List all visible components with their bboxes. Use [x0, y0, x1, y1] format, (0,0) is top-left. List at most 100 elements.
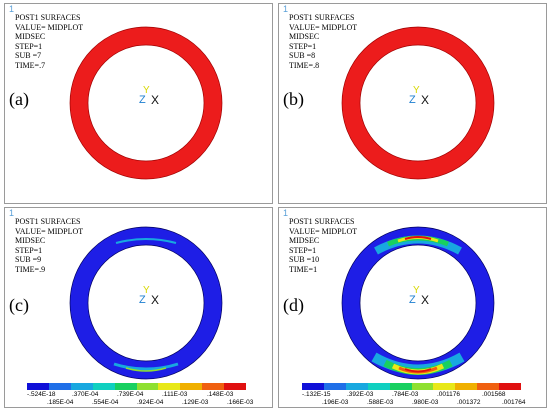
- legend-swatch: [202, 383, 225, 390]
- legend-swatch: [477, 383, 500, 390]
- plot-info: POST1 SURFACES VALUE= MIDPLOT MIDSEC STE…: [289, 13, 357, 71]
- caption-b: (b): [283, 89, 304, 109]
- legend-value: -.132E-15: [302, 391, 331, 398]
- legend-swatch: [389, 383, 412, 390]
- time-line: TIME=.8: [289, 60, 320, 70]
- triad-x-label: X: [151, 293, 159, 307]
- ring-a: [70, 27, 222, 179]
- contour-top-d: [374, 235, 462, 255]
- window-number: 1: [283, 208, 289, 218]
- legend-value: .001764: [502, 399, 526, 406]
- legend-value: .739E-04: [117, 391, 144, 398]
- legend-swatch: [158, 383, 181, 390]
- caption-a: (a): [9, 89, 29, 109]
- legend-swatch: [345, 383, 368, 390]
- sub-line: SUB =8: [289, 51, 316, 61]
- panel-d: Y Z X 1 POST1 SURFACES VALUE= MIDPLOT MI…: [278, 207, 547, 408]
- triad-z-label: Z: [139, 294, 146, 306]
- value-line: VALUE= MIDPLOT: [289, 226, 358, 236]
- time-line: TIME=1: [289, 264, 318, 274]
- ring-d: [342, 227, 494, 379]
- legend-value: -.524E-18: [27, 391, 56, 398]
- ring-plot-c: Y Z X: [69, 226, 223, 380]
- plot-title: POST1 SURFACES: [289, 13, 355, 22]
- caption-d: (d): [283, 295, 304, 315]
- value-line: VALUE= MIDPLOT: [289, 22, 358, 32]
- legend-value: .392E-03: [347, 391, 374, 398]
- panel-c: Y Z X 1 POST1 SURFACES VALUE= MIDPLOT MI…: [4, 207, 273, 408]
- legend-swatch: [302, 383, 324, 390]
- section-line: MIDSEC: [15, 236, 46, 246]
- step-line: STEP=1: [289, 245, 317, 255]
- step-line: STEP=1: [15, 245, 43, 255]
- panel-a: Y Z X 1 POST1 SURFACES VALUE= MIDPLOT MI…: [4, 3, 273, 204]
- triad-x-label: X: [421, 293, 429, 307]
- legend-value: .166E-03: [227, 399, 254, 406]
- legend-bar-c: [27, 383, 247, 390]
- triad-z-label: Z: [409, 294, 416, 306]
- legend-swatch: [411, 383, 434, 390]
- panel-b: Y Z X 1 POST1 SURFACES VALUE= MIDPLOT MI…: [278, 3, 547, 204]
- ring-plot-a: Y Z X: [69, 26, 223, 180]
- legend-value: .001176: [437, 391, 461, 398]
- triad-x-label: X: [151, 93, 159, 107]
- triad-a: Y Z X: [139, 85, 159, 107]
- plot-info: POST1 SURFACES VALUE= MIDPLOT MIDSEC STE…: [15, 13, 83, 71]
- legend-swatch: [367, 383, 390, 390]
- legend-value: .196E-03: [322, 399, 349, 406]
- time-line: TIME=.7: [15, 60, 46, 70]
- legend-value: .129E-03: [182, 399, 209, 406]
- value-line: VALUE= MIDPLOT: [15, 22, 84, 32]
- contour-bottom-c: [113, 362, 179, 371]
- step-line: STEP=1: [289, 41, 317, 51]
- legend-value: .185E-04: [47, 399, 74, 406]
- window-number: 1: [9, 208, 15, 218]
- legend-swatch: [70, 383, 93, 390]
- triad-z-label: Z: [139, 94, 146, 106]
- triad-b: Y Z X: [409, 85, 429, 107]
- legend-swatch: [48, 383, 71, 390]
- legend-swatch: [114, 383, 137, 390]
- time-line: TIME=.9: [15, 264, 46, 274]
- legend-swatch: [92, 383, 115, 390]
- section-line: MIDSEC: [15, 32, 46, 42]
- legend-swatch: [433, 383, 456, 390]
- plot-title: POST1 SURFACES: [289, 217, 355, 226]
- value-line: VALUE= MIDPLOT: [15, 226, 84, 236]
- triad-y-label: Y: [413, 285, 420, 296]
- plot-title: POST1 SURFACES: [15, 217, 81, 226]
- legend-swatch: [136, 383, 159, 390]
- contour-top-c: [115, 238, 177, 244]
- sub-line: SUB =9: [15, 255, 42, 265]
- plot-title: POST1 SURFACES: [15, 13, 81, 22]
- triad-y-label: Y: [143, 85, 150, 96]
- legend-value: .001568: [482, 391, 506, 398]
- legend-bar-d: [302, 383, 522, 390]
- legend-d: -.132E-15 .392E-03 .784E-03 .001176 .001…: [302, 383, 548, 410]
- ring-b: [342, 27, 494, 179]
- ring-plot-d: Y Z X: [341, 226, 495, 380]
- ring-plot-b: Y Z X: [341, 26, 495, 180]
- legend-swatch: [323, 383, 346, 390]
- legend-value: .001372: [457, 399, 481, 406]
- legend-swatch: [27, 383, 49, 390]
- window-number: 1: [283, 4, 289, 14]
- section-line: MIDSEC: [289, 32, 320, 42]
- legend-value: .924E-04: [137, 399, 164, 406]
- triad-c: Y Z X: [139, 285, 159, 307]
- sub-line: SUB =7: [15, 51, 42, 61]
- legend-value: .370E-04: [72, 391, 99, 398]
- triad-d: Y Z X: [409, 285, 429, 307]
- step-line: STEP=1: [15, 41, 43, 51]
- legend-value: .588E-03: [367, 399, 394, 406]
- window-number: 1: [9, 4, 15, 14]
- sub-line: SUB =10: [289, 255, 320, 265]
- legend-value: .784E-03: [392, 391, 419, 398]
- plot-info: POST1 SURFACES VALUE= MIDPLOT MIDSEC STE…: [15, 217, 83, 275]
- triad-y-label: Y: [143, 285, 150, 296]
- legend-c: -.524E-18 .370E-04 .739E-04 .111E-03 .14…: [27, 383, 273, 410]
- legend-swatch: [499, 383, 522, 390]
- legend-swatch: [455, 383, 478, 390]
- triad-z-label: Z: [409, 94, 416, 106]
- legend-value: .980E-03: [412, 399, 439, 406]
